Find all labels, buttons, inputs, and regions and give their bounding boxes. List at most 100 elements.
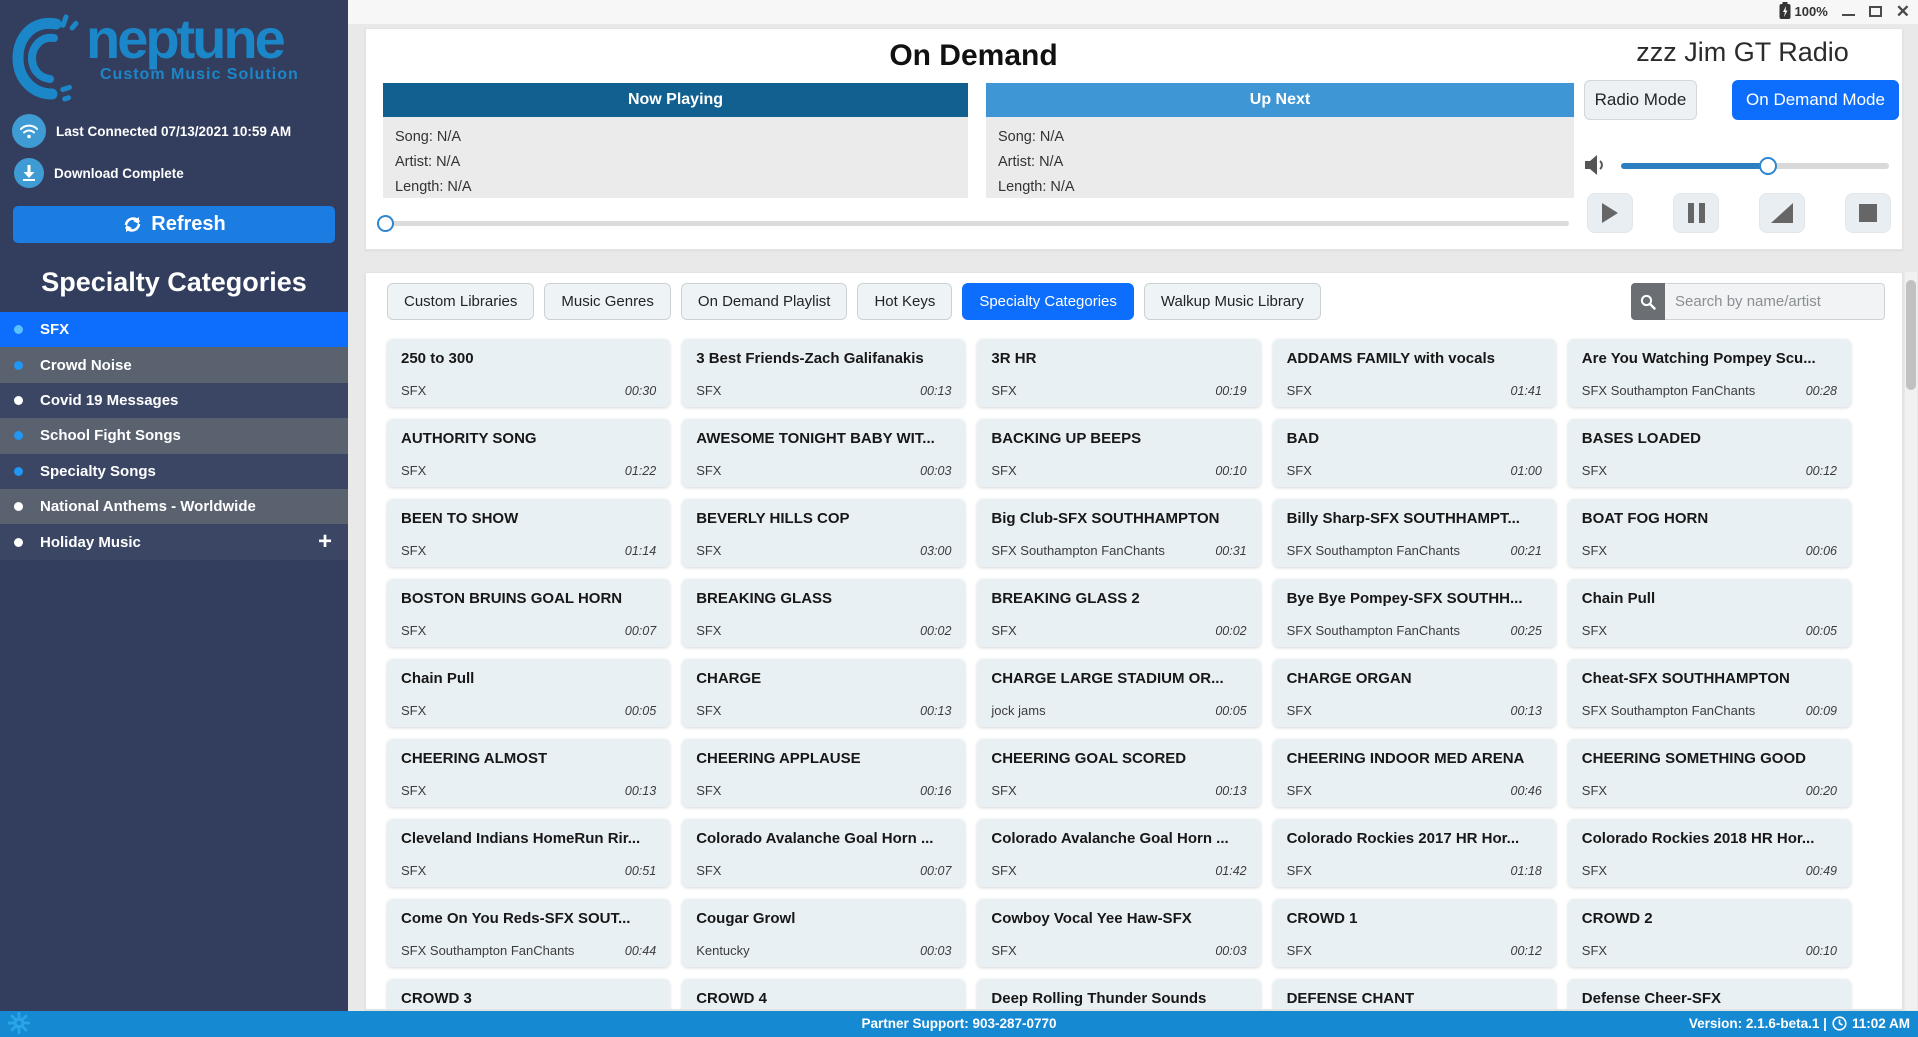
song-card[interactable]: Bye Bye Pompey-SFX SOUTHH... SFX Southamp… (1272, 579, 1556, 647)
song-category: SFX (991, 783, 1017, 798)
song-card[interactable]: BEVERLY HILLS COP SFX 03:00 (682, 499, 966, 567)
song-card[interactable]: CHEERING INDOOR MED ARENA SFX 00:46 (1272, 739, 1556, 807)
sidebar-item-holiday-music[interactable]: Holiday Music + (0, 524, 348, 560)
maximize-icon[interactable] (1868, 5, 1882, 17)
song-card[interactable]: BASES LOADED SFX 00:12 (1567, 419, 1851, 487)
song-card[interactable]: BOSTON BRUINS GOAL HORN SFX 00:07 (387, 579, 671, 647)
sidebar-item-school-fight-songs[interactable]: School Fight Songs (0, 418, 348, 454)
close-icon[interactable]: ✕ (1895, 1, 1910, 21)
tab-walkup-music-library[interactable]: Walkup Music Library (1143, 283, 1321, 320)
scrollbar-thumb[interactable] (1906, 280, 1916, 390)
song-duration: 00:12 (1805, 464, 1837, 478)
song-card[interactable]: Cleveland Indians HomeRun Rir... SFX 00:51 (387, 819, 671, 887)
song-card[interactable]: Chain Pull SFX 00:05 (1567, 579, 1851, 647)
song-card[interactable]: Cheat-SFX SOUTHHAMPTON SFX Southampton Fa… (1567, 659, 1851, 727)
volume-thumb[interactable] (1759, 157, 1778, 175)
song-card[interactable]: CHARGE ORGAN SFX 00:13 (1272, 659, 1556, 727)
song-category: SFX (1581, 783, 1608, 798)
sidebar-item-sfx[interactable]: SFX (0, 312, 348, 348)
song-duration: 00:25 (1510, 624, 1542, 638)
settings-button[interactable] (8, 1012, 30, 1037)
song-card[interactable]: CROWD 2 SFX 00:10 (1567, 899, 1851, 967)
song-card[interactable]: Colorado Rockies 2017 HR Hor... SFX 01:18 (1272, 819, 1556, 887)
song-duration: 00:10 (1215, 464, 1247, 478)
bullet-icon (14, 395, 23, 405)
song-duration: 00:20 (1805, 784, 1837, 798)
song-card[interactable]: DEFENSE CHANT (1272, 979, 1556, 1009)
sidebar-item-specialty-songs[interactable]: Specialty Songs (0, 453, 348, 489)
song-card[interactable]: Chain Pull SFX 00:05 (387, 659, 671, 727)
seek-slider[interactable] (377, 215, 1569, 232)
library-scrollbar[interactable] (1905, 272, 1917, 1010)
play-button[interactable] (1587, 193, 1633, 233)
song-card[interactable]: CHEERING SOMETHING GOOD SFX 00:20 (1567, 739, 1851, 807)
song-card[interactable]: Cougar Growl Kentucky 00:03 (682, 899, 966, 967)
song-duration: 01:14 (624, 544, 657, 558)
song-card[interactable]: Defense Cheer-SFX (1567, 979, 1851, 1009)
sidebar-section-title: Specialty Categories (41, 267, 307, 297)
song-card[interactable]: Big Club-SFX SOUTHHAMPTON SFX Southampton… (977, 499, 1261, 567)
song-card[interactable]: CHEERING APPLAUSE SFX 00:16 (682, 739, 966, 807)
song-card[interactable]: BREAKING GLASS SFX 00:02 (682, 579, 966, 647)
song-title: CHEERING SOMETHING GOOD (1581, 750, 1806, 767)
song-card[interactable]: 3 Best Friends-Zach Galifanakis SFX 00:13 (682, 339, 966, 407)
tab-custom-libraries[interactable]: Custom Libraries (387, 283, 535, 320)
search-button[interactable] (1631, 283, 1665, 320)
song-category: SFX (696, 863, 722, 878)
song-card[interactable]: Are You Watching Pompey Scu... SFX Southa… (1567, 339, 1851, 407)
song-card[interactable]: AUTHORITY SONG SFX 01:22 (387, 419, 671, 487)
song-card[interactable]: CHARGE SFX 00:13 (682, 659, 966, 727)
stop-button[interactable] (1845, 193, 1891, 233)
song-card[interactable]: 3R HR SFX 00:19 (977, 339, 1261, 407)
sidebar-item-label: Crowd Noise (40, 356, 132, 374)
tab-specialty-categories[interactable]: Specialty Categories (962, 283, 1134, 320)
song-card[interactable]: CHARGE LARGE STADIUM OR... jock jams 00:05 (977, 659, 1261, 727)
song-duration: 00:03 (920, 944, 952, 958)
song-card[interactable]: Billy Sharp-SFX SOUTHHAMPT... SFX Southam… (1272, 499, 1556, 567)
song-card[interactable]: Cowboy Vocal Yee Haw-SFX SFX 00:03 (977, 899, 1261, 967)
song-card[interactable]: BEEN TO SHOW SFX 01:14 (387, 499, 671, 567)
song-title: BOSTON BRUINS GOAL HORN (401, 590, 623, 607)
song-card[interactable]: BACKING UP BEEPS SFX 00:10 (977, 419, 1261, 487)
song-card[interactable]: Colorado Rockies 2018 HR Hor... SFX 00:49 (1567, 819, 1851, 887)
seek-thumb[interactable] (377, 215, 394, 232)
logo-subtitle: Custom Music Solution (100, 66, 299, 83)
sidebar-item-crowd-noise[interactable]: Crowd Noise (0, 347, 348, 383)
song-duration: 00:07 (920, 864, 952, 878)
tab-hot-keys[interactable]: Hot Keys (857, 283, 953, 320)
song-card[interactable]: ADDAMS FAMILY with vocals SFX 01:41 (1272, 339, 1556, 407)
on-demand-mode-button[interactable]: On Demand Mode (1732, 80, 1899, 120)
refresh-button[interactable]: Refresh (13, 206, 335, 243)
song-card[interactable]: Come On You Reds-SFX SOUT... SFX Southamp… (387, 899, 671, 967)
song-card[interactable]: 250 to 300 SFX 00:30 (387, 339, 671, 407)
song-duration: 00:44 (624, 944, 657, 958)
fade-button[interactable] (1759, 193, 1805, 233)
expand-plus-icon[interactable]: + (317, 528, 332, 556)
song-card[interactable]: Colorado Avalanche Goal Horn ... SFX 01:42 (977, 819, 1261, 887)
song-card[interactable]: Deep Rolling Thunder Sounds (977, 979, 1261, 1009)
sidebar-item-national-anthems-worldwide[interactable]: National Anthems - Worldwide (0, 488, 348, 525)
bullet-icon (14, 466, 23, 476)
song-card[interactable]: CROWD 4 (682, 979, 966, 1009)
song-card[interactable]: BOAT FOG HORN SFX 00:06 (1567, 499, 1851, 567)
tab-music-genres[interactable]: Music Genres (544, 283, 671, 320)
volume-slider[interactable] (1621, 157, 1889, 175)
pause-button[interactable] (1673, 193, 1719, 233)
radio-mode-button[interactable]: Radio Mode (1584, 80, 1697, 120)
song-card[interactable]: CHEERING GOAL SCORED SFX 00:13 (977, 739, 1261, 807)
search-input[interactable] (1665, 283, 1885, 320)
song-card[interactable]: BREAKING GLASS 2 SFX 00:02 (977, 579, 1261, 647)
song-card[interactable]: CROWD 3 (387, 979, 671, 1009)
song-card[interactable]: CROWD 1 SFX 00:12 (1272, 899, 1556, 967)
song-card[interactable]: BAD SFX 01:00 (1272, 419, 1556, 487)
sidebar-item-covid-19-messages[interactable]: Covid 19 Messages (0, 382, 348, 419)
song-card[interactable]: Colorado Avalanche Goal Horn ... SFX 00:07 (682, 819, 966, 887)
song-title: 250 to 300 (401, 350, 474, 367)
song-duration: 00:13 (1215, 784, 1247, 798)
minimize-icon[interactable] (1841, 7, 1855, 16)
song-title: BACKING UP BEEPS (991, 430, 1142, 447)
song-card[interactable]: CHEERING ALMOST SFX 00:13 (387, 739, 671, 807)
tab-on-demand-playlist[interactable]: On Demand Playlist (680, 283, 848, 320)
song-card[interactable]: AWESOME TONIGHT BABY WIT... SFX 00:03 (682, 419, 966, 487)
up-next-panel: Up Next Song: N/A Artist: N/A Length: N/… (986, 83, 1574, 198)
